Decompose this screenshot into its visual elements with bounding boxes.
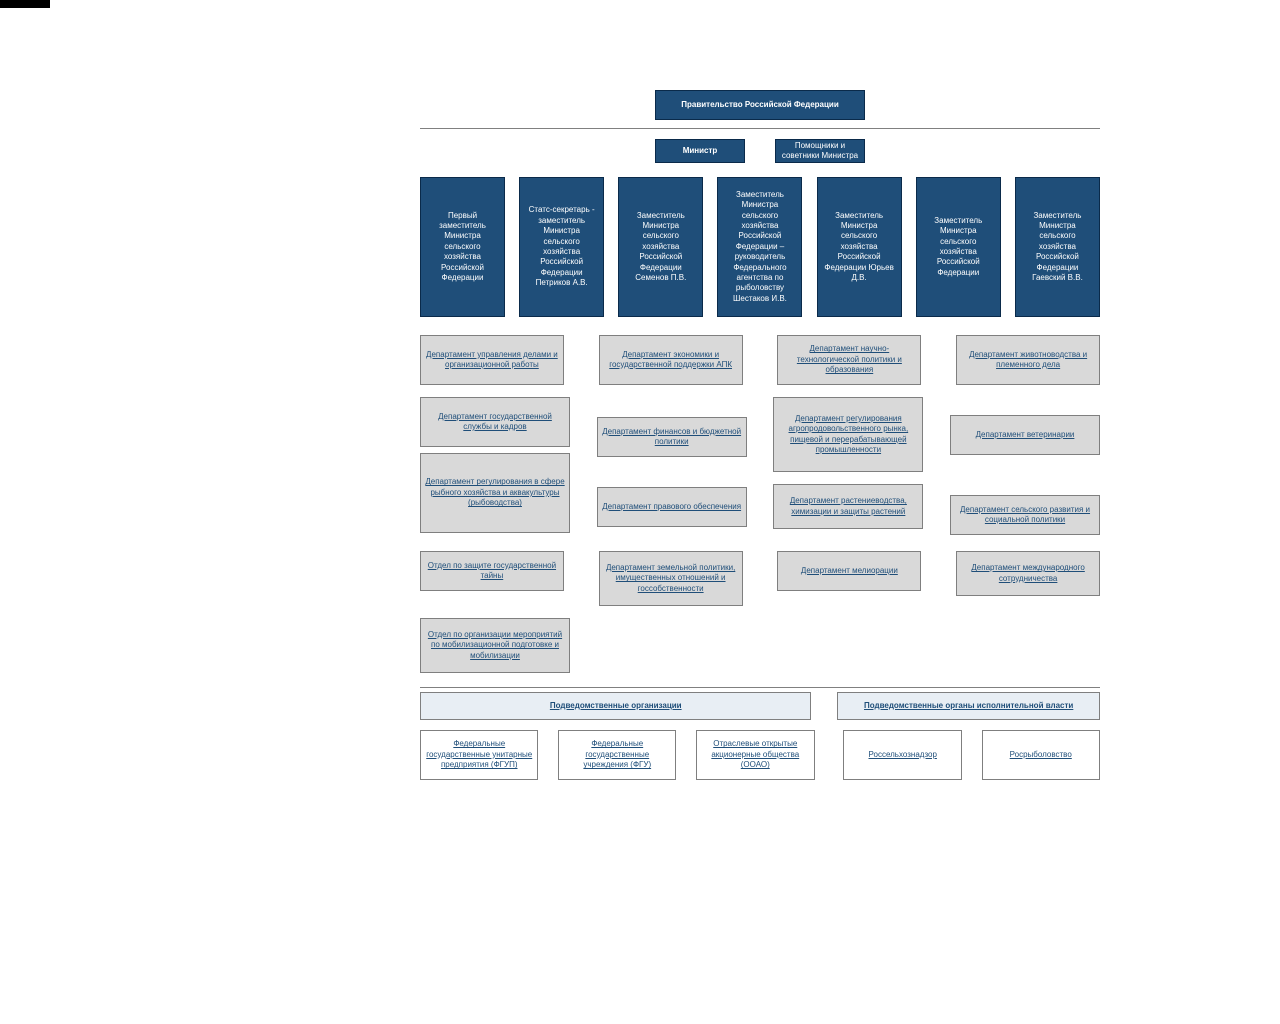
top-black-bar <box>0 0 50 8</box>
deputies-row: Первый заместитель Министра сельского хо… <box>420 177 1100 317</box>
deputy-box: Статс-секретарь - заместитель Министра с… <box>519 177 604 317</box>
sub-item[interactable]: Отраслевые открытые акционерные общества… <box>696 730 814 780</box>
org-chart-container: Правительство Российской Федерации Минис… <box>420 90 1100 780</box>
dept-box[interactable]: Департамент экономики и государственной … <box>599 335 743 385</box>
sub-header-row: Подведомственные организации Подведомств… <box>420 692 1100 720</box>
dept-box[interactable]: Департамент мелиорации <box>777 551 921 591</box>
deputy-box: Заместитель Министра сельского хозяйства… <box>618 177 703 317</box>
sub-item[interactable]: Федеральные государственные унитарные пр… <box>420 730 538 780</box>
dept-box[interactable]: Департамент сельского развития и социаль… <box>950 495 1100 535</box>
minister-row: Министр Помощники и советники Министра <box>420 139 1100 163</box>
dept-box[interactable]: Департамент растениеводства, химизации и… <box>773 484 923 529</box>
dept-box[interactable]: Департамент регулирования агропродовольс… <box>773 397 923 472</box>
dept-box[interactable]: Отдел по защите государственной тайны <box>420 551 564 591</box>
dept-row: Отдел по защите государственной тайны Де… <box>420 551 1100 606</box>
sub-header-exec[interactable]: Подведомственные органы исполнительной в… <box>837 692 1100 720</box>
deputy-box: Заместитель Министра сельского хозяйства… <box>916 177 1001 317</box>
dept-box[interactable]: Департамент управления делами и организа… <box>420 335 564 385</box>
divider-2 <box>420 687 1100 688</box>
divider-1 <box>420 128 1100 129</box>
dept-row: Департамент государственной службы и кад… <box>420 397 1100 535</box>
advisors-box: Помощники и советники Министра <box>775 139 865 163</box>
dept-box[interactable]: Департамент научно-технологической полит… <box>777 335 921 385</box>
dept-box[interactable]: Департамент земельной политики, имуществ… <box>599 551 743 606</box>
sub-items-row: Федеральные государственные унитарные пр… <box>420 730 1100 780</box>
dept-grid: Департамент управления делами и организа… <box>420 335 1100 673</box>
deputy-box: Первый заместитель Министра сельского хо… <box>420 177 505 317</box>
minister-box: Министр <box>655 139 745 163</box>
dept-row: Департамент управления делами и организа… <box>420 335 1100 385</box>
deputy-box: Заместитель Министра сельского хозяйства… <box>817 177 902 317</box>
dept-box[interactable]: Департамент финансов и бюджетной политик… <box>597 417 747 457</box>
dept-box[interactable]: Департамент международного сотрудничеств… <box>956 551 1100 596</box>
deputy-box: Заместитель Министра сельского хозяйства… <box>717 177 802 317</box>
deputy-box: Заместитель Министра сельского хозяйства… <box>1015 177 1100 317</box>
sub-header-orgs[interactable]: Подведомственные организации <box>420 692 811 720</box>
dept-box[interactable]: Департамент животноводства и племенного … <box>956 335 1100 385</box>
dept-box[interactable]: Департамент ветеринарии <box>950 415 1100 455</box>
sub-item[interactable]: Россельхознадзор <box>843 730 961 780</box>
dept-row: Отдел по организации мероприятий по моби… <box>420 618 1100 673</box>
dept-box[interactable]: Департамент регулирования в сфере рыбног… <box>420 453 570 533</box>
sub-item[interactable]: Росрыболовство <box>982 730 1100 780</box>
sub-item[interactable]: Федеральные государственные учреждения (… <box>558 730 676 780</box>
government-box: Правительство Российской Федерации <box>655 90 865 120</box>
dept-box[interactable]: Отдел по организации мероприятий по моби… <box>420 618 570 673</box>
dept-box[interactable]: Департамент государственной службы и кад… <box>420 397 570 447</box>
dept-box[interactable]: Департамент правового обеспечения <box>597 487 747 527</box>
